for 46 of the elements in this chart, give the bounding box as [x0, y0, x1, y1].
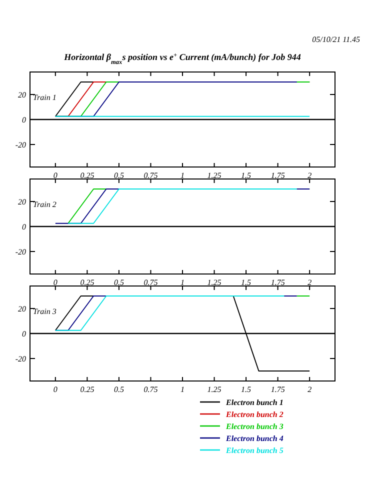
x-tick-label: 0.25	[80, 171, 94, 180]
x-tick-label: 1.75	[270, 171, 285, 180]
y-tick-label: 20	[18, 198, 26, 206]
x-tick-label: 1.75	[270, 385, 285, 394]
legend-label: Electron bunch 2	[225, 410, 284, 419]
x-tick-label: 1.5	[241, 278, 252, 287]
x-tick-label: 1.25	[207, 385, 222, 394]
x-tick-label: 1.25	[207, 171, 222, 180]
x-tick-label: 0.5	[114, 171, 124, 180]
legend-label: Electron bunch 4	[225, 434, 284, 443]
x-tick-label: 2	[308, 171, 312, 180]
x-tick-label: 0.25	[80, 385, 94, 394]
x-tick-label: 1	[180, 385, 184, 394]
x-tick-label: 0.75	[144, 278, 158, 287]
y-tick-label: -20	[15, 248, 26, 256]
chart-title: Horizontal β$_{max}$s position vs e$^{+}$ Current (mA/bunch) for Job 944	[63, 52, 302, 66]
text: 05/10/21 11.45	[312, 35, 360, 44]
x-tick-label: 0.25	[80, 278, 94, 287]
x-tick-label: 0.5	[114, 278, 124, 287]
y-tick-label: -20	[15, 354, 26, 364]
annotation: Train 3	[33, 307, 56, 316]
y-tick-label: -20	[15, 140, 26, 150]
x-tick-label: 2	[308, 385, 312, 394]
x-tick-label: 1	[180, 171, 184, 180]
x-tick-label: 1.25	[207, 278, 222, 287]
y-tick-label: 0	[22, 330, 26, 338]
x-tick-label: 0	[53, 171, 58, 180]
y-tick-label: 0	[22, 116, 26, 124]
y-tick-label: 20	[18, 304, 26, 314]
x-tick-label: 1	[180, 278, 184, 287]
legend-label: Electron bunch 5	[225, 446, 284, 455]
x-tick-label: 1.75	[270, 278, 285, 287]
x-tick-label: 0.5	[114, 385, 124, 394]
y-tick-label: 20	[18, 90, 26, 100]
x-tick-label: 2	[308, 278, 312, 287]
x-tick-label: 0.75	[144, 385, 158, 394]
y-tick-label: 0	[22, 222, 26, 232]
x-tick-label: 0	[53, 385, 58, 394]
annotation: Train 1	[33, 93, 56, 102]
legend-label: Electron bunch 3	[225, 422, 284, 431]
x-tick-label: 0	[53, 278, 58, 287]
x-tick-label: 1.5	[241, 385, 252, 394]
legend-label: Electron bunch 1	[225, 398, 284, 407]
x-tick-label: 0.75	[144, 171, 158, 180]
annotation: Train 2	[33, 200, 56, 209]
x-tick-label: 1.5	[241, 171, 252, 180]
